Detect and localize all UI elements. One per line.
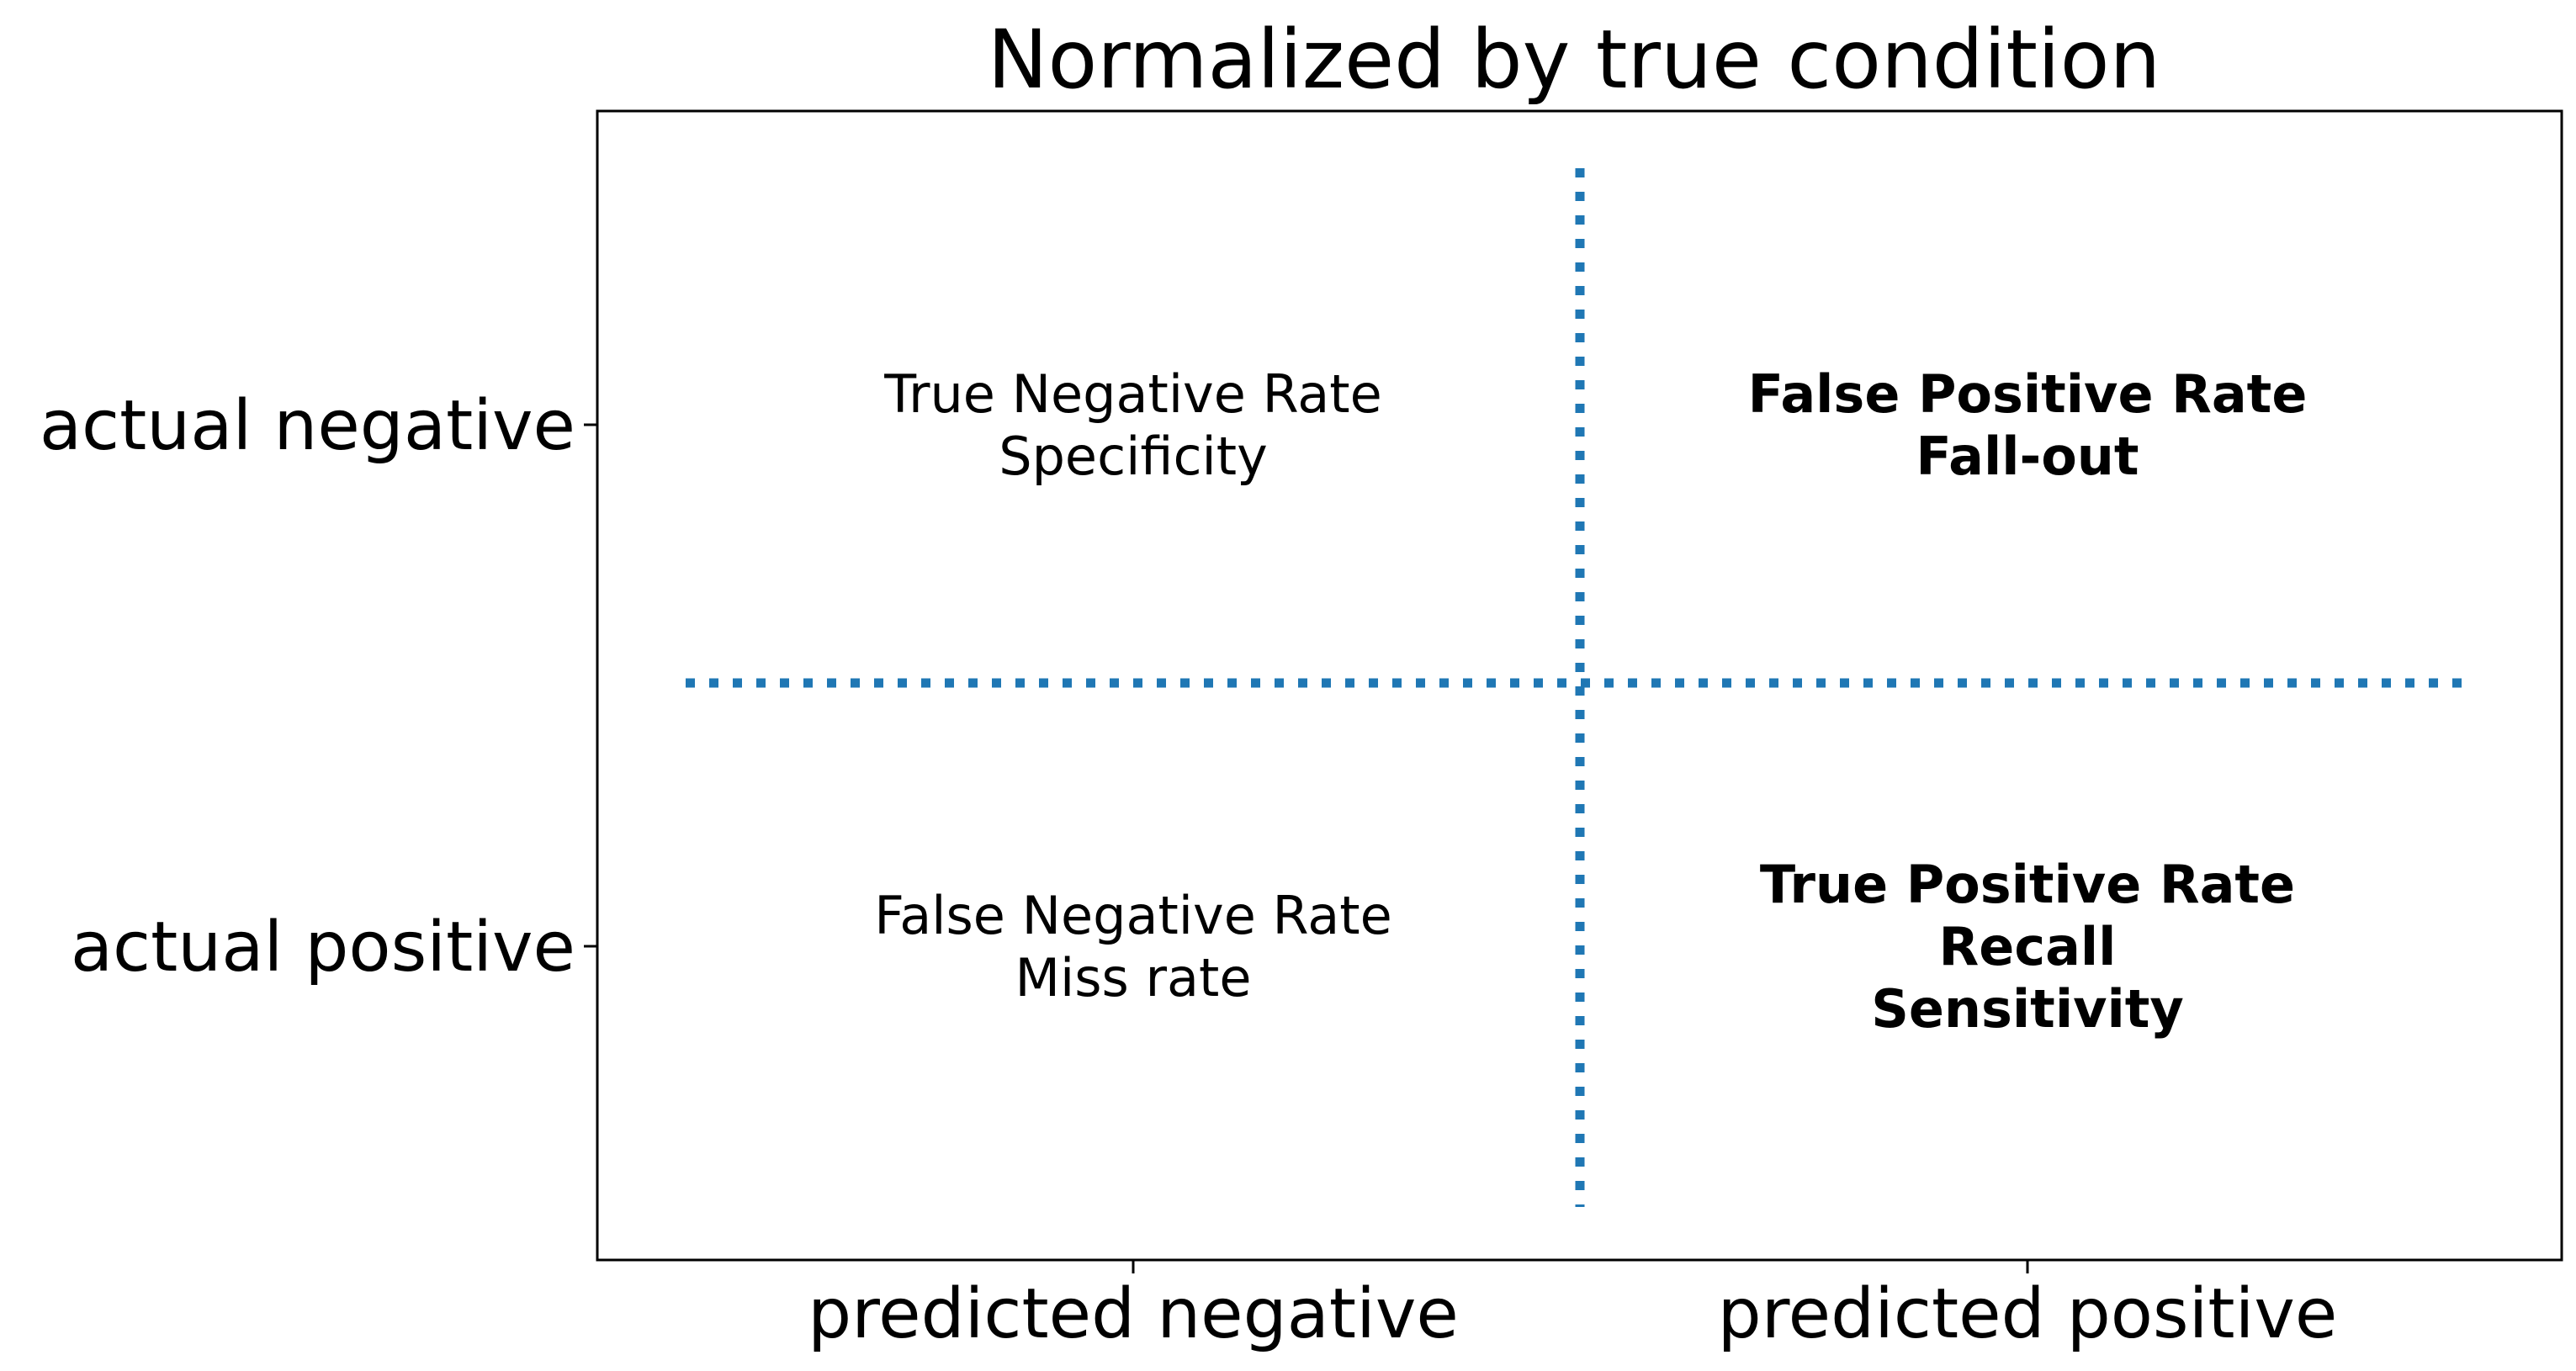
diagram-title: Normalized by true condition (988, 13, 2161, 107)
cell-text-line: Specificity (999, 426, 1268, 487)
plot-frame (596, 109, 2563, 1262)
cell-text-line: True Positive Rate (1760, 854, 2295, 915)
cell-text-line: Sensitivity (1871, 978, 2184, 1040)
cell-text-line: Fall-out (1916, 426, 2139, 487)
cell-text-line: True Negative Rate (883, 363, 1382, 425)
row-label-1: actual positive (71, 908, 575, 987)
cell-text-line: False Positive Rate (1748, 363, 2308, 425)
cell-text-line: Miss rate (1015, 947, 1252, 1008)
column-label-0: predicted negative (808, 1274, 1459, 1354)
row-label-0: actual negative (40, 386, 575, 466)
cell-text-line: Recall (1939, 916, 2117, 977)
cell-text-line: False Negative Rate (874, 885, 1391, 946)
column-label-1: predicted positive (1718, 1274, 2338, 1354)
